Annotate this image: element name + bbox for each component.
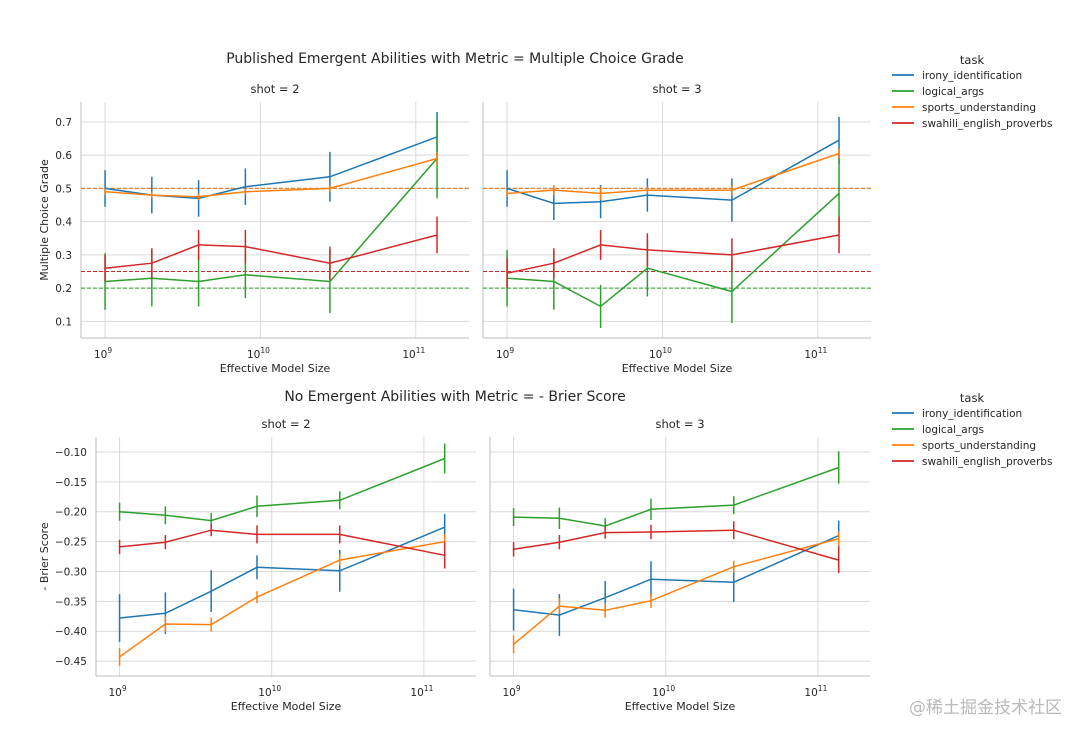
legend-title: task xyxy=(960,53,985,67)
series-line xyxy=(507,192,840,308)
chart-title: Published Emergent Abilities with Metric… xyxy=(226,51,684,67)
y-tick-label: −0.40 xyxy=(55,626,87,638)
chart-title: No Emergent Abilities with Metric = - Br… xyxy=(284,389,625,405)
y-tick-label: −0.15 xyxy=(55,477,87,489)
x-tick-label: 109 xyxy=(502,684,520,699)
y-tick-label: −0.10 xyxy=(55,447,87,459)
series-sports_understanding xyxy=(512,531,840,654)
y-tick-label: 0.7 xyxy=(55,117,72,129)
x-tick-label: 1010 xyxy=(258,684,281,699)
legend-label: logical_args xyxy=(922,86,984,98)
y-tick-label: −0.45 xyxy=(55,656,87,668)
y-tick-label: 0.6 xyxy=(55,150,72,162)
legend-label: logical_args xyxy=(922,424,984,436)
x-axis-label: Effective Model Size xyxy=(625,700,736,713)
series-irony_identification xyxy=(506,116,840,222)
series-line xyxy=(119,457,445,522)
watermark: @稀土掘金技术社区 xyxy=(909,698,1062,718)
series-logical_args xyxy=(512,451,840,534)
series-line xyxy=(119,529,445,557)
y-tick-label: 0.1 xyxy=(55,316,72,328)
series-logical_args xyxy=(506,155,840,329)
series-swahili_english_proverbs xyxy=(118,524,446,569)
x-tick-label: 1011 xyxy=(410,684,433,699)
chart-2: No Emergent Abilities with Metric = - Br… xyxy=(38,389,1052,713)
x-tick-label: 109 xyxy=(108,684,126,699)
x-tick-label: 1011 xyxy=(804,346,827,361)
panel-2: shot = 3 109 1010 1011 Effective Model Size xyxy=(489,417,870,713)
panel-title: shot = 2 xyxy=(250,82,299,96)
series-line xyxy=(513,529,839,561)
series-sports_understanding xyxy=(118,534,446,666)
panel-title: shot = 3 xyxy=(652,82,701,96)
x-tick-label: 1010 xyxy=(247,346,270,361)
series-line xyxy=(513,466,839,527)
series-line xyxy=(513,537,839,645)
y-tick-label: 0.4 xyxy=(55,217,72,229)
x-tick-label: 1010 xyxy=(652,684,675,699)
legend-label: swahili_english_proverbs xyxy=(922,118,1052,130)
y-tick-label: 0.3 xyxy=(55,250,72,262)
x-tick-label: 109 xyxy=(94,346,112,361)
y-axis-label: Multiple Choice Grade xyxy=(38,159,51,281)
series-line xyxy=(506,234,840,274)
series-line xyxy=(104,136,438,200)
series-irony_identification xyxy=(104,111,438,217)
y-tick-label: −0.25 xyxy=(55,537,87,549)
series-logical_args xyxy=(118,443,446,529)
legend-label: swahili_english_proverbs xyxy=(922,456,1052,468)
panel-title: shot = 2 xyxy=(261,417,310,431)
series-line xyxy=(119,540,445,658)
x-axis-label: Effective Model Size xyxy=(231,700,342,713)
series-swahili_english_proverbs xyxy=(512,521,840,574)
panel-2: shot = 3 109 1010 1011 Effective Model Size xyxy=(482,82,871,375)
panel-1: shot = 2 0.1 0.2 0.3 0.4 0.5 0.6 0.7 109 1010 1011… xyxy=(38,82,469,375)
series-line xyxy=(105,158,438,283)
chart-1: Published Emergent Abilities with Metric… xyxy=(38,51,1052,375)
legend-label: irony_identification xyxy=(922,70,1022,82)
x-tick-label: 1011 xyxy=(402,346,425,361)
legend-label: sports_understanding xyxy=(922,440,1036,452)
panel-title: shot = 3 xyxy=(655,417,704,431)
legend: task irony_identification logical_argsspor… xyxy=(892,391,1052,468)
series-line xyxy=(105,234,438,269)
y-tick-label: 0.2 xyxy=(55,283,72,295)
legend-label: sports_understanding xyxy=(922,102,1036,114)
x-tick-label: 1010 xyxy=(649,346,672,361)
series-line xyxy=(507,152,840,195)
x-axis-label: Effective Model Size xyxy=(220,362,331,375)
series-line xyxy=(513,534,840,616)
legend-title: task xyxy=(960,391,985,405)
legend-label: irony_identification xyxy=(922,408,1022,420)
y-tick-label: −0.20 xyxy=(55,507,87,519)
series-swahili_english_proverbs xyxy=(506,216,840,289)
series-line xyxy=(119,526,445,619)
x-tick-label: 1011 xyxy=(804,684,827,699)
y-tick-label: 0.5 xyxy=(55,183,72,195)
series-irony_identification xyxy=(118,514,446,642)
x-axis-label: Effective Model Size xyxy=(622,362,733,375)
x-tick-label: 109 xyxy=(496,346,514,361)
series-logical_args xyxy=(104,118,438,314)
series-line xyxy=(105,157,438,198)
y-tick-label: −0.35 xyxy=(55,596,87,608)
panel-1: shot = 2 −0.45 −0.40 −0.35 −0.30 −0.25 −0.20 −0… xyxy=(38,417,476,713)
series-irony_identification xyxy=(512,520,840,636)
legend: task irony_identification logical_argsspor… xyxy=(892,53,1052,130)
series-sports_understanding xyxy=(506,148,840,201)
y-tick-label: −0.30 xyxy=(55,566,87,578)
y-axis-label: - Brier Score xyxy=(38,522,51,590)
series-swahili_english_proverbs xyxy=(104,216,438,282)
series-sports_understanding xyxy=(104,151,438,201)
series-line xyxy=(506,139,840,205)
